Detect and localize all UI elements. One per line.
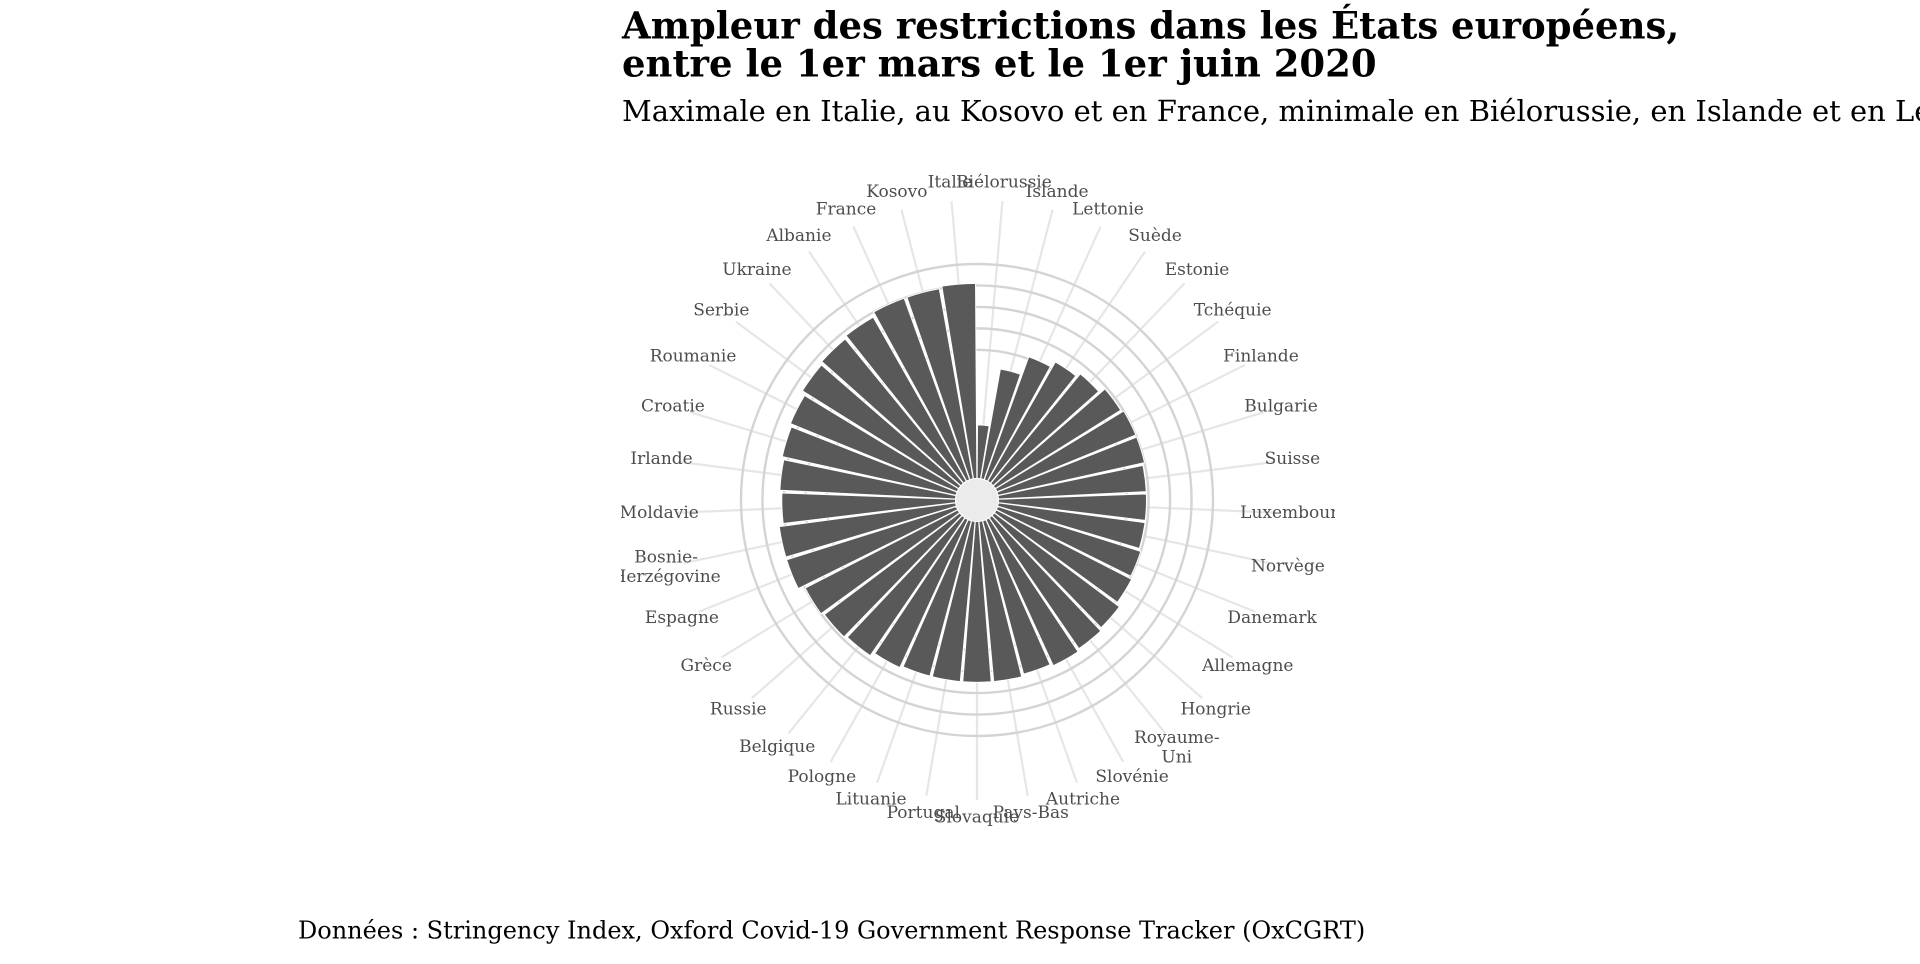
category-label: Hongrie (1180, 700, 1251, 720)
chart-subtitle: Maximale en Italie, au Kosovo et en Fran… (622, 94, 1920, 128)
category-label: Pays-Bas (993, 803, 1069, 823)
category-label: Suisse (1265, 449, 1321, 469)
category-label: Moldavie (620, 503, 699, 523)
category-label: Finlande (1223, 346, 1299, 366)
category-label: Luxembourg (1240, 503, 1349, 523)
category-label: Slovénie (1095, 767, 1168, 787)
category-label: Tchéquie (1194, 300, 1272, 320)
category-label: Royaume-Uni (1134, 728, 1220, 768)
category-label: Norvège (1251, 556, 1325, 576)
category-label: France (816, 200, 877, 220)
category-label: Irlande (630, 449, 692, 469)
caption: Données : Stringency Index, Oxford Covid… (298, 917, 1365, 945)
category-label: Italie (928, 173, 973, 193)
category-label: Serbie (693, 300, 749, 320)
category-label: Lituanie (836, 789, 907, 809)
category-label: Bulgarie (1244, 396, 1318, 416)
category-label: Autriche (1045, 789, 1120, 809)
category-label: Espagne (645, 608, 719, 628)
chart-title: entre le 1er mars et le 1er juin 2020 (622, 42, 1377, 86)
category-label: Russie (710, 700, 767, 720)
category-label: Ukraine (722, 260, 791, 280)
grid-circle (739, 262, 1215, 738)
category-label: Kosovo (866, 182, 927, 202)
category-label: Bosnie-Herzégovine (612, 547, 721, 587)
category-label: Pologne (788, 767, 857, 787)
category-label: Estonie (1165, 260, 1230, 280)
center-hole (955, 478, 999, 522)
category-label: Lettonie (1072, 200, 1144, 220)
category-label: Danemark (1227, 608, 1317, 628)
category-label: Portugal (887, 803, 960, 823)
chart-title: Ampleur des restrictions dans les États … (621, 4, 1679, 48)
category-label: Croatie (641, 396, 705, 416)
category-label: Albanie (765, 226, 831, 246)
grid-circle (761, 284, 1193, 716)
category-label: Slovaquie (935, 808, 1019, 828)
category-label: Belgique (739, 737, 815, 757)
category-label: Grèce (681, 656, 732, 676)
category-label: Islande (1026, 182, 1089, 202)
category-label: Suède (1128, 226, 1182, 246)
category-label: Biélorussie (956, 173, 1052, 193)
category-label: Allemagne (1201, 656, 1293, 676)
category-label: Roumanie (650, 346, 737, 366)
